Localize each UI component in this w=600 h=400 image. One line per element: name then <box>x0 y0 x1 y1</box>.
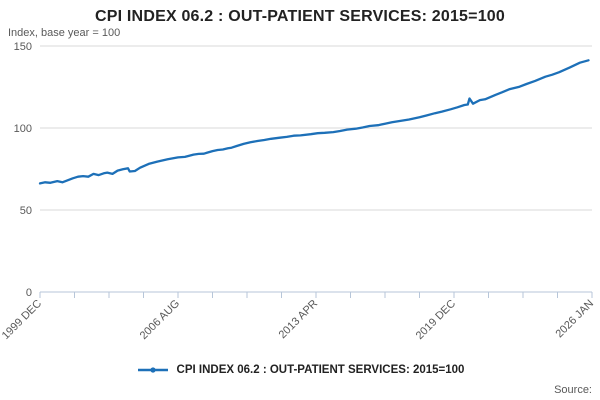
y-tick-label: 0 <box>26 287 32 299</box>
y-tick-label: 100 <box>14 123 32 135</box>
source-note: Source: <box>554 384 592 396</box>
plot-area: 0 50 100 150 1999 DEC 2006 AUG 2013 APR 2019 DE… <box>0 41 596 342</box>
x-tick-label: 2019 DEC <box>414 298 458 342</box>
legend-label: CPI INDEX 06.2 : OUT-PATIENT SERVICES: 2… <box>176 364 465 376</box>
x-tick-label: 2013 APR <box>277 298 321 342</box>
legend-line-icon <box>137 367 168 373</box>
chart-subtitle: Index, base year = 100 <box>8 27 121 39</box>
x-tick-label: 2026 JAN <box>553 298 596 341</box>
legend-item[interactable]: CPI INDEX 06.2 : OUT-PATIENT SERVICES: 2… <box>0 364 600 376</box>
chart-title: CPI INDEX 06.2 : OUT-PATIENT SERVICES: 2… <box>95 8 505 25</box>
x-tick-label: 1999 DEC <box>0 298 44 342</box>
x-tick-label: 2006 AUG <box>138 298 182 342</box>
y-tick-label: 150 <box>14 41 32 53</box>
series-line <box>38 59 590 185</box>
y-tick-label: 50 <box>20 205 32 217</box>
